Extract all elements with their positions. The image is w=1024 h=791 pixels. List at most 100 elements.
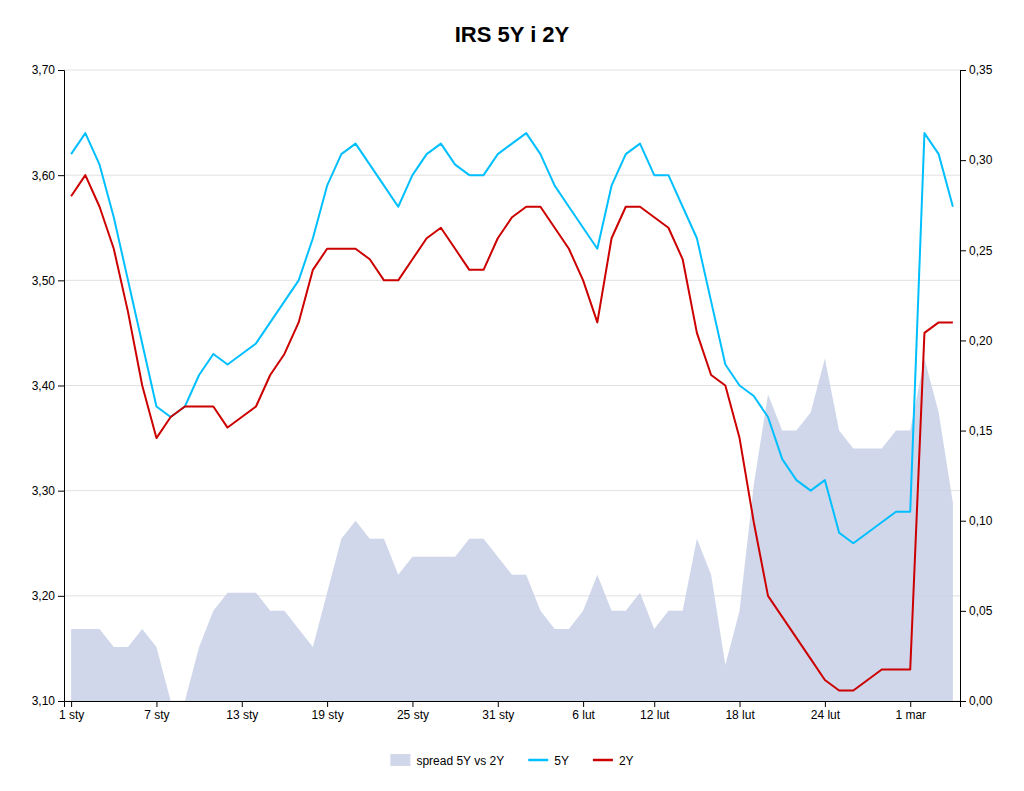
legend-item: 5Y: [528, 754, 569, 768]
tick-label: 6 lut: [572, 708, 595, 722]
tick: 3,70: [32, 63, 64, 77]
y2-axis: 0,00 0,05 0,10 0,15 0,20 0,25 0,30 0,35: [960, 63, 993, 708]
tick-label: 3,50: [32, 274, 56, 288]
axis-line: [961, 71, 967, 702]
tick-mark: [910, 701, 911, 707]
tick-label: 0,05: [969, 604, 993, 618]
tick-mark: [58, 175, 64, 176]
tick-label: 25 sty: [397, 708, 429, 722]
tick: 0,30: [960, 153, 993, 167]
tick: 3,40: [32, 379, 64, 393]
title: IRS 5Y i 2Y: [455, 22, 570, 47]
legend-item: spread 5Y vs 2Y: [390, 754, 504, 768]
axis-line: [65, 702, 961, 708]
legend-label: 5Y: [554, 754, 569, 768]
tick-mark: [583, 701, 584, 707]
tick-mark: [58, 701, 64, 702]
tick: 3,10: [32, 694, 64, 708]
axis-line: [58, 71, 65, 702]
legend-swatch: [593, 759, 613, 762]
spread-area: [71, 358, 953, 701]
tick-mark: [58, 596, 64, 597]
tick-mark: [960, 521, 966, 522]
tick-mark: [960, 160, 966, 161]
tick-label: 1 sty: [59, 708, 84, 722]
tick-label: 31 sty: [482, 708, 514, 722]
tick-label: 19 sty: [312, 708, 344, 722]
tick-mark: [960, 431, 966, 432]
grid: [64, 70, 960, 701]
tick: 24 lut: [811, 701, 841, 722]
tick-mark: [825, 701, 826, 707]
tick: 0,35: [960, 63, 993, 77]
tick-mark: [740, 701, 741, 707]
tick-label: 3,20: [32, 589, 56, 603]
tick: 1 mar: [895, 701, 926, 722]
grid-line: [64, 175, 960, 176]
tick-label: 0,10: [969, 514, 993, 528]
tick-label: 3,30: [32, 484, 56, 498]
tick: 0,25: [960, 244, 993, 258]
tick-mark: [960, 70, 966, 71]
tick: 1 sty: [59, 701, 84, 722]
tick-mark: [242, 701, 243, 707]
tick: 19 sty: [312, 701, 344, 722]
tick: 3,50: [32, 274, 64, 288]
tick-mark: [58, 491, 64, 492]
tick-label: 3,70: [32, 63, 56, 77]
tick: 12 lut: [640, 701, 670, 722]
tick: 0,10: [960, 514, 993, 528]
legend-label: spread 5Y vs 2Y: [416, 754, 504, 768]
grid-line: [64, 280, 960, 281]
tick-label: 3,40: [32, 379, 56, 393]
tick: 13 sty: [226, 701, 258, 722]
tick: 0,00: [960, 694, 993, 708]
plot-area: 1 sty 7 sty 13 sty 19 sty 25 sty 31 sty 6 lut 1…: [32, 63, 993, 721]
tick-mark: [960, 340, 966, 341]
tick: 6 lut: [572, 701, 595, 722]
legend: spread 5Y vs 2Y 5Y 2Y: [390, 754, 633, 768]
tick-label: 13 sty: [226, 708, 258, 722]
y-axis: 3,10 3,20 3,30 3,40 3,50 3,60 3,70: [32, 63, 65, 708]
tick-label: 0,35: [969, 63, 993, 77]
tick-mark: [58, 386, 64, 387]
legend-label: 2Y: [619, 754, 634, 768]
tick-mark: [156, 701, 157, 707]
tick-mark: [960, 701, 966, 702]
tick-label: 18 lut: [725, 708, 755, 722]
tick: 7 sty: [144, 701, 169, 722]
tick-label: 12 lut: [640, 708, 670, 722]
tick-mark: [960, 611, 966, 612]
line-series: [71, 133, 953, 543]
tick: 0,05: [960, 604, 993, 618]
legend-swatch: [390, 754, 410, 766]
tick-label: 0,00: [969, 694, 993, 708]
tick-label: 0,30: [969, 153, 993, 167]
tick-label: 3,10: [32, 694, 56, 708]
tick: 0,15: [960, 424, 993, 438]
x-axis: 1 sty 7 sty 13 sty 19 sty 25 sty 31 sty 6 lut 1…: [59, 701, 961, 722]
chart: 1 sty 7 sty 13 sty 19 sty 25 sty 31 sty 6 lut 1…: [0, 0, 1024, 791]
tick-mark: [412, 701, 413, 707]
tick-mark: [498, 701, 499, 707]
tick-label: 0,20: [969, 334, 993, 348]
grid-line: [64, 70, 960, 71]
tick: 3,30: [32, 484, 64, 498]
tick-mark: [654, 701, 655, 707]
tick: 3,20: [32, 589, 64, 603]
tick: 31 sty: [482, 701, 514, 722]
tick-label: 24 lut: [811, 708, 841, 722]
tick-label: 0,25: [969, 244, 993, 258]
tick-label: 3,60: [32, 169, 56, 183]
tick-label: 0,15: [969, 424, 993, 438]
tick-label: 7 sty: [144, 708, 169, 722]
tick: 25 sty: [397, 701, 429, 722]
tick-mark: [71, 701, 72, 707]
line-series: [71, 175, 953, 690]
tick-label: 1 mar: [895, 708, 926, 722]
tick-mark: [960, 250, 966, 251]
tick: 3,60: [32, 169, 64, 183]
tick-mark: [58, 70, 64, 71]
legend-swatch: [528, 759, 548, 762]
marks: [71, 133, 953, 701]
